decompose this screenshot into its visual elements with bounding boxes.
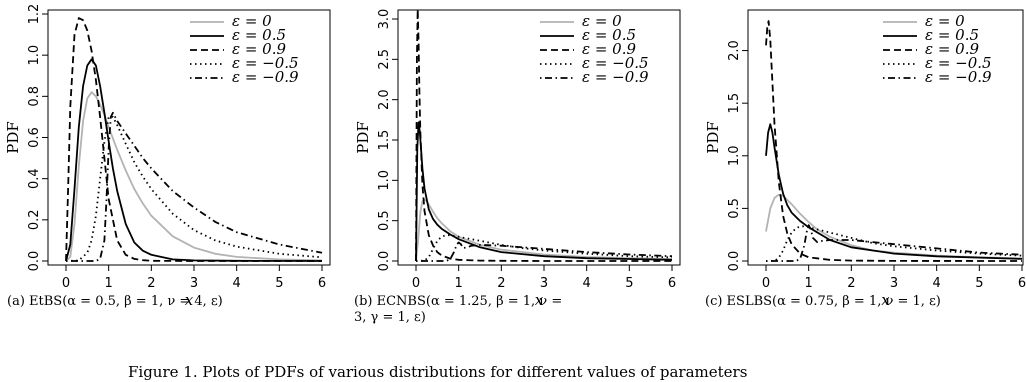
legend-label: ε = −0.5 bbox=[582, 54, 649, 72]
legend-label: ε = −0.5 bbox=[925, 54, 992, 72]
x-tick-label: 2 bbox=[497, 276, 505, 291]
y-tick-label: 0.4 bbox=[27, 168, 42, 189]
y-tick-label: 0.0 bbox=[27, 251, 42, 272]
series-line-3 bbox=[765, 225, 1023, 262]
legend-label: ε = 0 bbox=[925, 12, 965, 30]
series-group bbox=[765, 20, 1023, 262]
x-tick-label: 4 bbox=[933, 276, 941, 291]
x-axis-title: x bbox=[881, 291, 890, 309]
series-line-4 bbox=[66, 111, 323, 262]
y-tick-label: 2.0 bbox=[377, 89, 392, 110]
legend-label: ε = 0.5 bbox=[232, 26, 286, 44]
x-tick-label: 6 bbox=[1018, 276, 1026, 291]
legend-label: ε = 0 bbox=[582, 12, 622, 30]
y-tick-label: 3.0 bbox=[377, 9, 392, 30]
y-axis-title: PDF bbox=[704, 121, 722, 154]
legend: ε = 0ε = 0.5ε = 0.9ε = −0.5ε = −0.9 bbox=[190, 12, 299, 86]
x-tick-label: 0 bbox=[62, 276, 70, 291]
x-axis-title: x bbox=[185, 291, 194, 309]
series-line-2 bbox=[415, 10, 672, 262]
subfigure-caption: (c) ESLBS(α = 0.75, β = 1, ν = 1, ε) bbox=[705, 294, 941, 309]
x-tick-label: 2 bbox=[847, 276, 855, 291]
series-line-0 bbox=[765, 193, 1023, 260]
y-tick-label: 1.0 bbox=[727, 145, 742, 166]
legend-label: ε = −0.9 bbox=[925, 68, 992, 86]
x-tick-label: 6 bbox=[668, 276, 676, 291]
y-tick-label: 0.5 bbox=[727, 198, 742, 219]
y-axis-title: PDF bbox=[4, 121, 22, 154]
x-tick-label: 1 bbox=[455, 276, 463, 291]
series-line-3 bbox=[415, 234, 673, 262]
y-tick-label: 0.6 bbox=[27, 127, 42, 148]
legend: ε = 0ε = 0.5ε = 0.9ε = −0.5ε = −0.9 bbox=[883, 12, 992, 86]
y-tick-label: 1.0 bbox=[377, 170, 392, 191]
y-tick-label: 0.0 bbox=[727, 251, 742, 272]
legend-label: ε = 0.9 bbox=[582, 40, 636, 58]
y-tick-label: 1.2 bbox=[27, 4, 42, 25]
legend-label: ε = −0.9 bbox=[582, 68, 649, 86]
x-tick-label: 1 bbox=[105, 276, 113, 291]
y-tick-label: 1.5 bbox=[377, 130, 392, 151]
x-tick-label: 3 bbox=[190, 276, 198, 291]
x-tick-label: 5 bbox=[625, 276, 633, 291]
x-tick-label: 0 bbox=[412, 276, 420, 291]
legend-label: ε = 0.5 bbox=[582, 26, 636, 44]
series-line-2 bbox=[765, 20, 1023, 262]
legend: ε = 0ε = 0.5ε = 0.9ε = −0.5ε = −0.9 bbox=[540, 12, 649, 86]
x-tick-label: 3 bbox=[540, 276, 548, 291]
legend-label: ε = 0.5 bbox=[925, 26, 979, 44]
series-line-2 bbox=[65, 17, 322, 262]
y-tick-label: 0.8 bbox=[27, 86, 42, 107]
legend-label: ε = −0.5 bbox=[232, 54, 299, 72]
x-tick-label: 3 bbox=[890, 276, 898, 291]
series-line-4 bbox=[766, 224, 1023, 262]
y-tick-label: 0.0 bbox=[377, 251, 392, 272]
x-tick-label: 5 bbox=[275, 276, 283, 291]
legend-label: ε = 0 bbox=[232, 12, 272, 30]
series-line-3 bbox=[65, 116, 323, 262]
x-tick-label: 4 bbox=[233, 276, 241, 291]
subfigure-caption: (b) ECNBS(α = 1.25, β = 1, ν = bbox=[354, 294, 562, 309]
plot-frame bbox=[397, 9, 681, 266]
x-tick-label: 5 bbox=[975, 276, 983, 291]
series-line-0 bbox=[65, 91, 323, 262]
x-tick-label: 4 bbox=[583, 276, 591, 291]
x-tick-label: 6 bbox=[318, 276, 326, 291]
x-tick-label: 2 bbox=[147, 276, 155, 291]
legend-label: ε = −0.9 bbox=[232, 68, 299, 86]
legend-label: ε = 0.9 bbox=[925, 40, 979, 58]
series-group bbox=[65, 17, 323, 262]
y-tick-label: 2.0 bbox=[727, 40, 742, 61]
series-line-1 bbox=[415, 121, 673, 262]
y-tick-label: 0.2 bbox=[27, 209, 42, 230]
series-line-1 bbox=[765, 123, 1023, 260]
y-tick-label: 0.5 bbox=[377, 210, 392, 231]
plot-frame bbox=[747, 9, 1024, 266]
x-axis-title: x bbox=[535, 291, 544, 309]
series-group bbox=[415, 10, 673, 262]
series-line-1 bbox=[65, 58, 323, 262]
y-tick-label: 1.5 bbox=[727, 93, 742, 114]
figure-caption: Figure 1. Plots of PDFs of various distr… bbox=[128, 363, 747, 381]
y-tick-label: 2.5 bbox=[377, 49, 392, 70]
legend-label: ε = 0.9 bbox=[232, 40, 286, 58]
series-line-0 bbox=[415, 198, 673, 262]
y-axis-title: PDF bbox=[354, 121, 372, 154]
x-tick-label: 1 bbox=[805, 276, 813, 291]
series-line-4 bbox=[416, 241, 673, 262]
subfigure-caption: 3, γ = 1, ε) bbox=[354, 310, 426, 325]
y-tick-label: 1.0 bbox=[27, 45, 42, 66]
x-tick-label: 0 bbox=[762, 276, 770, 291]
subfigure-caption: (a) EtBS(α = 0.5, β = 1, ν = 4, ε) bbox=[7, 294, 223, 309]
